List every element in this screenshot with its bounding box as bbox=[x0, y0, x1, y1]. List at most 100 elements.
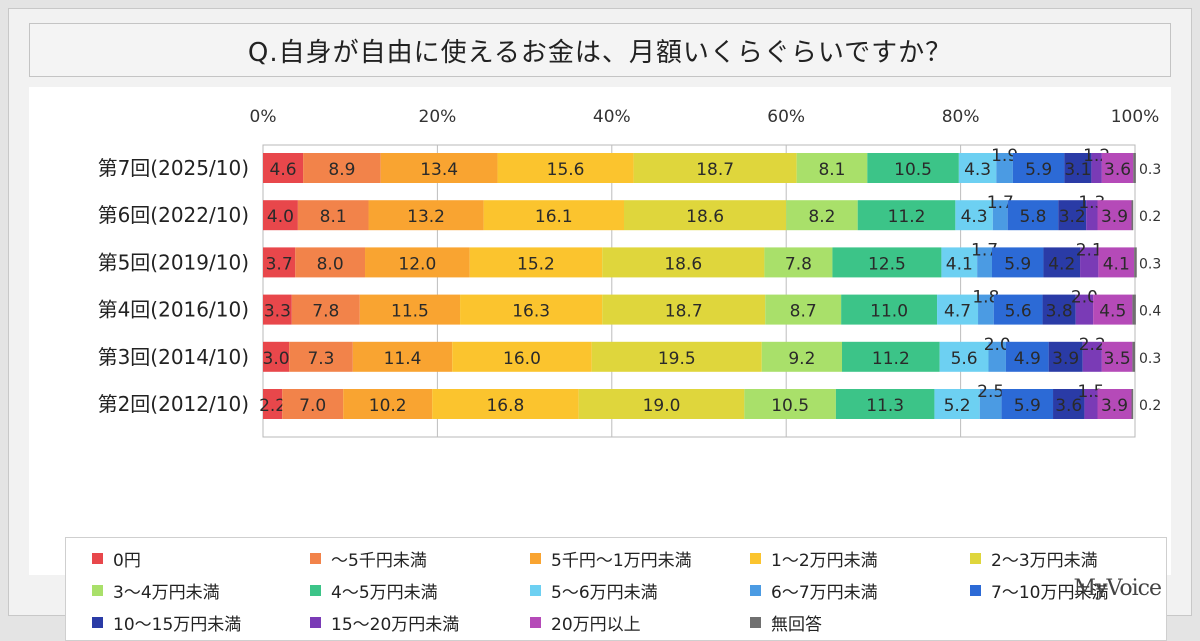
data-label: 0.2 bbox=[1139, 209, 1161, 225]
data-label: 5.9 bbox=[1014, 396, 1041, 416]
bar-segment bbox=[786, 200, 858, 231]
data-label: 3.9 bbox=[1101, 207, 1128, 227]
legend-swatch bbox=[92, 617, 103, 628]
data-label: 4.2 bbox=[1048, 254, 1075, 274]
data-label: 0.4 bbox=[1139, 304, 1161, 320]
x-tick-label: 0% bbox=[250, 107, 277, 127]
legend-item: 2～3万円未満 bbox=[970, 546, 1098, 571]
legend-item: 15～20万円未満 bbox=[310, 610, 459, 635]
data-label: 11.0 bbox=[870, 302, 908, 322]
bar-segment bbox=[1082, 341, 1102, 372]
bar-segment bbox=[1086, 200, 1098, 231]
data-label: 5.6 bbox=[951, 349, 978, 369]
data-label: 5.9 bbox=[1004, 254, 1031, 274]
legend-item: 20万円以上 bbox=[530, 610, 641, 635]
stacked-bar-chart: 0% 20% 40% 60% 80% 100% 第7回(2025/10) 4.6 8.9 13.4… bbox=[98, 107, 1161, 438]
chart-frame: Q.自身が自由に使えるお金は、月額いくらぐらいですか？ 0% 20% 40% 60% 8… bbox=[8, 8, 1192, 641]
bar-segment bbox=[263, 294, 292, 325]
data-label: 2.2 bbox=[259, 396, 286, 416]
bar-segment bbox=[955, 200, 993, 231]
bar-segment bbox=[867, 153, 959, 183]
bar-segment bbox=[365, 247, 470, 278]
bar-segment bbox=[1001, 389, 1054, 419]
legend-item: 7～10万円未満 bbox=[970, 578, 1108, 603]
bar-segment bbox=[452, 341, 592, 372]
data-label: 4.3 bbox=[964, 160, 991, 180]
data-label: 5.9 bbox=[1025, 160, 1052, 180]
bar-segment bbox=[291, 294, 360, 325]
data-label: 3.2 bbox=[1059, 207, 1086, 227]
legend-swatch bbox=[92, 585, 103, 596]
bar-segment bbox=[991, 247, 1044, 278]
data-label: 16.8 bbox=[486, 396, 524, 416]
chart-title-box: Q.自身が自由に使えるお金は、月額いくらぐらいですか？ bbox=[29, 23, 1171, 77]
data-label: 3.9 bbox=[1052, 349, 1079, 369]
data-label: 4.6 bbox=[270, 160, 297, 180]
bar-segment bbox=[432, 389, 579, 419]
bar-segment bbox=[303, 153, 381, 183]
legend-swatch bbox=[92, 553, 103, 564]
data-label: 0.3 bbox=[1139, 256, 1161, 272]
legend-label: 6～7万円未満 bbox=[771, 583, 878, 603]
data-label: 16.0 bbox=[503, 349, 541, 369]
data-label: 10.5 bbox=[771, 396, 809, 416]
data-label: 8.1 bbox=[818, 160, 845, 180]
bar-segment bbox=[263, 247, 296, 278]
data-label: 5.8 bbox=[1019, 207, 1046, 227]
bar-segment bbox=[765, 294, 842, 325]
legend-item: 6～7万円未満 bbox=[750, 578, 878, 603]
data-label: 2.0 bbox=[1071, 288, 1098, 308]
legend-item: ～5千円未満 bbox=[310, 546, 427, 571]
data-label: 3.6 bbox=[1104, 160, 1131, 180]
bar-segment bbox=[988, 341, 1006, 372]
data-label: 1.7 bbox=[987, 193, 1014, 213]
data-label: 11.2 bbox=[888, 207, 926, 227]
bar-segment bbox=[289, 341, 353, 372]
data-label: 16.3 bbox=[512, 302, 550, 322]
bar-segment bbox=[352, 341, 453, 372]
bar-segment bbox=[1101, 341, 1133, 372]
data-label: 7.3 bbox=[307, 349, 334, 369]
legend-swatch bbox=[310, 585, 321, 596]
legend-label: 1～2万円未満 bbox=[771, 551, 878, 571]
bar-segment bbox=[1075, 294, 1094, 325]
bar-segment bbox=[263, 341, 290, 372]
bar-segment bbox=[937, 294, 979, 325]
category-label: 第5回(2019/10) bbox=[98, 250, 249, 274]
bar-segment bbox=[380, 153, 498, 183]
data-label: 19.5 bbox=[658, 349, 696, 369]
bar-segment bbox=[1093, 294, 1133, 325]
bar-segment bbox=[483, 200, 625, 231]
data-label: 8.1 bbox=[320, 207, 347, 227]
legend-swatch bbox=[970, 585, 981, 596]
data-label: 2.0 bbox=[984, 335, 1011, 355]
category-label: 第4回(2016/10) bbox=[98, 298, 249, 322]
legend: 0円 ～5千円未満 5千円～1万円未満 1～2万円未満 2～3万円未満 3～4万円未満 4～… bbox=[65, 537, 1167, 641]
data-label: 13.4 bbox=[420, 160, 458, 180]
x-tick-label: 100% bbox=[1111, 107, 1160, 127]
bar-segment bbox=[1042, 294, 1076, 325]
bar-segment bbox=[633, 153, 797, 183]
bar-segment bbox=[624, 200, 787, 231]
data-label: 4.5 bbox=[1099, 302, 1126, 322]
bar-segment bbox=[263, 153, 304, 183]
bar-segment bbox=[1098, 247, 1135, 278]
bar-segment bbox=[282, 389, 344, 419]
data-label: 1.8 bbox=[972, 288, 999, 308]
legend-label: 20万円以上 bbox=[551, 615, 641, 635]
bar-segment bbox=[979, 389, 1002, 419]
x-tick-label: 60% bbox=[767, 107, 805, 127]
bar-segment bbox=[1007, 200, 1059, 231]
legend-item: 5～6万円未満 bbox=[530, 578, 658, 603]
bar-segment bbox=[992, 200, 1008, 231]
bar-segment bbox=[359, 294, 461, 325]
category-label: 第7回(2025/10) bbox=[98, 156, 249, 180]
bar-segment bbox=[1084, 389, 1098, 419]
legend-item: 無回答 bbox=[750, 610, 822, 635]
data-label: 16.1 bbox=[535, 207, 573, 227]
bar-segment bbox=[1080, 247, 1099, 278]
data-label: 1.7 bbox=[971, 240, 998, 260]
legend-item: 4～5万円未満 bbox=[310, 578, 438, 603]
data-label: 18.7 bbox=[696, 160, 734, 180]
legend-label: 10～15万円未満 bbox=[113, 615, 242, 635]
